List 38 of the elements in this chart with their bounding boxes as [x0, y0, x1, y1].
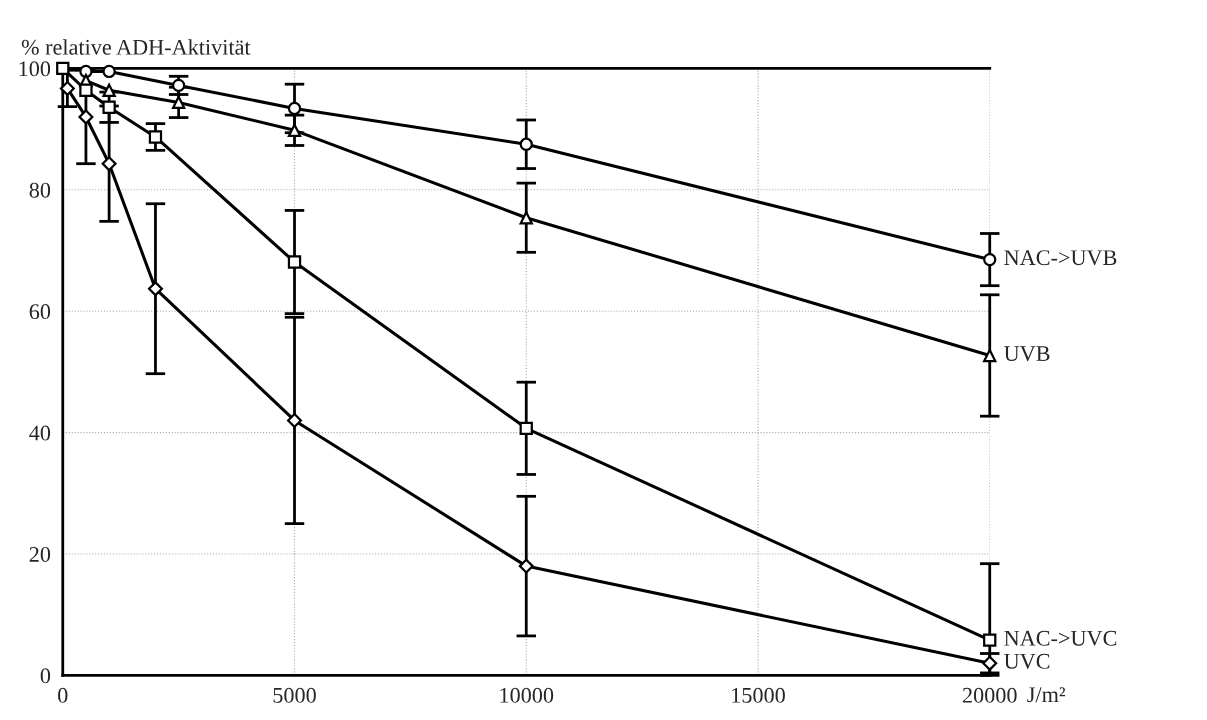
- point: [101, 156, 117, 172]
- point: [147, 281, 163, 297]
- point: [59, 80, 75, 96]
- point: [983, 252, 997, 267]
- x-tick-label: 10000: [500, 687, 554, 703]
- point: [56, 61, 70, 76]
- y-tick-label: 80: [29, 182, 51, 198]
- point: [79, 83, 93, 97]
- series-label: UVC: [1004, 653, 1050, 669]
- series-label: NAC->UVC: [1004, 630, 1117, 646]
- point: [78, 109, 94, 125]
- point: [102, 64, 116, 79]
- point: [519, 421, 533, 435]
- point: [102, 83, 116, 97]
- series-label: UVB: [1004, 346, 1050, 362]
- point: [287, 255, 302, 269]
- point: [102, 100, 116, 114]
- y-tick-label: 40: [29, 425, 51, 441]
- point: [148, 130, 163, 144]
- series-label: NAC->UVB: [1004, 250, 1117, 266]
- point: [983, 348, 997, 363]
- point: [519, 137, 533, 151]
- y-axis-title: % relative ADH-Aktivität: [21, 39, 251, 55]
- y-tick-label: 60: [29, 304, 51, 320]
- y-tick-label: 100: [19, 61, 51, 77]
- x-tick-label: 20000: [962, 687, 1017, 703]
- y-tick-label: 20: [29, 546, 51, 562]
- x-tick-label: 15000: [732, 687, 785, 703]
- point: [287, 412, 302, 428]
- point: [519, 211, 533, 225]
- point: [171, 95, 186, 110]
- point: [518, 558, 534, 574]
- x-axis-title: J/m²: [1027, 687, 1066, 703]
- point: [287, 101, 302, 116]
- y-tick-label: 0: [40, 668, 51, 684]
- x-tick-label: 5000: [273, 687, 316, 703]
- point: [983, 633, 997, 647]
- x-tick-label: 0: [58, 687, 68, 703]
